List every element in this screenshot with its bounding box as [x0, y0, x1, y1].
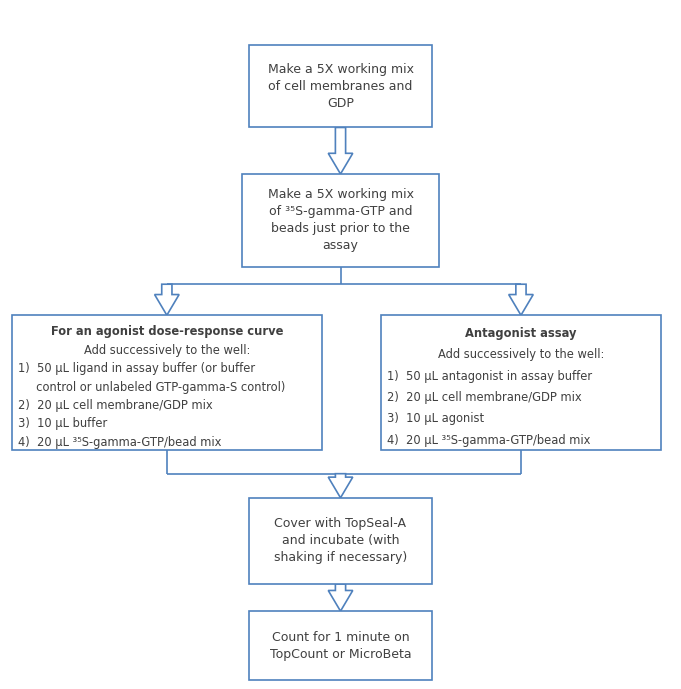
Text: Cover with TopSeal-A
and incubate (with
shaking if necessary): Cover with TopSeal-A and incubate (with … — [274, 517, 407, 564]
Text: Add successively to the well:: Add successively to the well: — [84, 344, 250, 357]
Polygon shape — [328, 474, 353, 497]
Bar — [242, 174, 439, 267]
Text: Make a 5X working mix
of ³⁵S-gamma-GTP and
beads just prior to the
assay: Make a 5X working mix of ³⁵S-gamma-GTP a… — [268, 189, 413, 252]
Text: Make a 5X working mix
of cell membranes and
GDP: Make a 5X working mix of cell membranes … — [268, 63, 413, 110]
Text: 4)  20 µL ³⁵S-gamma-GTP/bead mix: 4) 20 µL ³⁵S-gamma-GTP/bead mix — [387, 433, 590, 446]
Bar — [249, 611, 432, 680]
Text: 2)  20 µL cell membrane/GDP mix: 2) 20 µL cell membrane/GDP mix — [18, 399, 212, 412]
Polygon shape — [155, 284, 179, 316]
Text: control or unlabeled GTP-gamma-S control): control or unlabeled GTP-gamma-S control… — [18, 380, 285, 393]
Text: Antagonist assay: Antagonist assay — [465, 327, 577, 340]
Bar — [381, 316, 661, 449]
Text: Count for 1 minute on
TopCount or MicroBeta: Count for 1 minute on TopCount or MicroB… — [270, 630, 411, 661]
Text: For an agonist dose-response curve: For an agonist dose-response curve — [50, 325, 283, 338]
Text: 2)  20 µL cell membrane/GDP mix: 2) 20 µL cell membrane/GDP mix — [387, 391, 582, 404]
Bar — [249, 45, 432, 127]
Text: 4)  20 µL ³⁵S-gamma-GTP/bead mix: 4) 20 µL ³⁵S-gamma-GTP/bead mix — [18, 435, 221, 449]
Text: Add successively to the well:: Add successively to the well: — [438, 348, 604, 361]
Text: 3)  10 µL buffer: 3) 10 µL buffer — [18, 418, 108, 431]
Polygon shape — [509, 284, 533, 316]
Text: 1)  50 µL ligand in assay buffer (or buffer: 1) 50 µL ligand in assay buffer (or buff… — [18, 362, 255, 375]
Text: 3)  10 µL agonist: 3) 10 µL agonist — [387, 412, 484, 425]
Bar — [12, 316, 322, 449]
Text: 1)  50 µL antagonist in assay buffer: 1) 50 µL antagonist in assay buffer — [387, 369, 592, 382]
Polygon shape — [328, 127, 353, 174]
Polygon shape — [328, 584, 353, 611]
Bar — [249, 497, 432, 584]
